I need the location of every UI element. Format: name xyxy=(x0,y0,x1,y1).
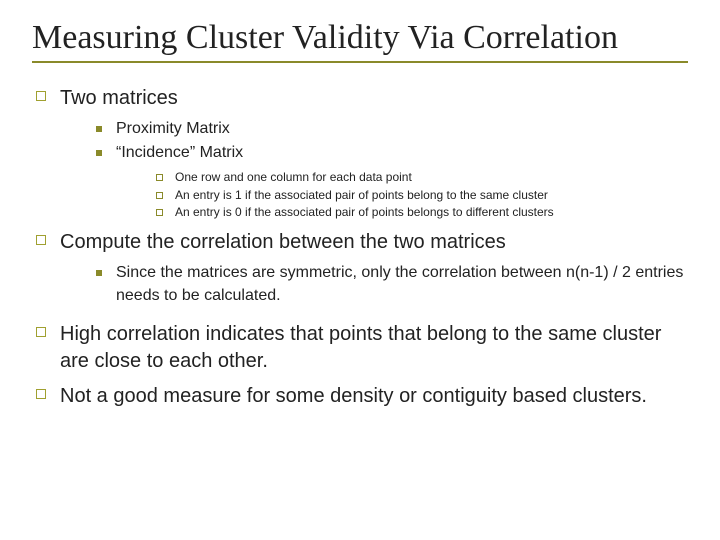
slide-title: Measuring Cluster Validity Via Correlati… xyxy=(32,18,688,57)
subsubbullet: An entry is 0 if the associated pair of … xyxy=(156,204,688,221)
subsublist-incidence: One row and one column for each data poi… xyxy=(156,169,688,221)
square-bullet-icon xyxy=(156,192,163,199)
subbullet-text: Since the matrices are symmetric, only t… xyxy=(116,262,688,307)
bullet-text: Not a good measure for some density or c… xyxy=(60,383,647,410)
square-bullet-icon xyxy=(156,174,163,181)
bullet-text: High correlation indicates that points t… xyxy=(60,321,688,375)
sublist-correlation-note: Since the matrices are symmetric, only t… xyxy=(96,262,688,307)
subbullet-text: Proximity Matrix xyxy=(116,118,230,140)
bullet-high-correlation: High correlation indicates that points t… xyxy=(36,321,688,375)
title-underline xyxy=(32,61,688,63)
subsubbullet: An entry is 1 if the associated pair of … xyxy=(156,187,688,204)
dot-bullet-icon xyxy=(96,270,102,276)
bullet-two-matrices: Two matrices Proximity Matrix “Incidence… xyxy=(36,85,688,221)
subsubbullet: One row and one column for each data poi… xyxy=(156,169,688,186)
square-bullet-icon xyxy=(36,91,46,101)
square-bullet-icon xyxy=(156,209,163,216)
bullet-text: Compute the correlation between the two … xyxy=(60,229,506,256)
subbullet-proximity: Proximity Matrix xyxy=(96,118,688,140)
subsubbullet-text: One row and one column for each data poi… xyxy=(175,169,412,186)
subbullet-text: “Incidence” Matrix xyxy=(116,142,243,164)
dot-bullet-icon xyxy=(96,126,102,132)
square-bullet-icon xyxy=(36,389,46,399)
bullet-text: Two matrices xyxy=(60,85,178,112)
square-bullet-icon xyxy=(36,327,46,337)
subsubbullet-text: An entry is 1 if the associated pair of … xyxy=(175,187,548,204)
square-bullet-icon xyxy=(36,235,46,245)
subsubbullet-text: An entry is 0 if the associated pair of … xyxy=(175,204,554,221)
slide: Measuring Cluster Validity Via Correlati… xyxy=(0,0,720,540)
subbullet-symmetric: Since the matrices are symmetric, only t… xyxy=(96,262,688,307)
subbullet-incidence: “Incidence” Matrix xyxy=(96,142,688,164)
dot-bullet-icon xyxy=(96,150,102,156)
sublist-matrices: Proximity Matrix “Incidence” Matrix xyxy=(96,118,688,165)
bullet-not-good-measure: Not a good measure for some density or c… xyxy=(36,383,688,410)
bullet-compute-correlation: Compute the correlation between the two … xyxy=(36,229,688,307)
